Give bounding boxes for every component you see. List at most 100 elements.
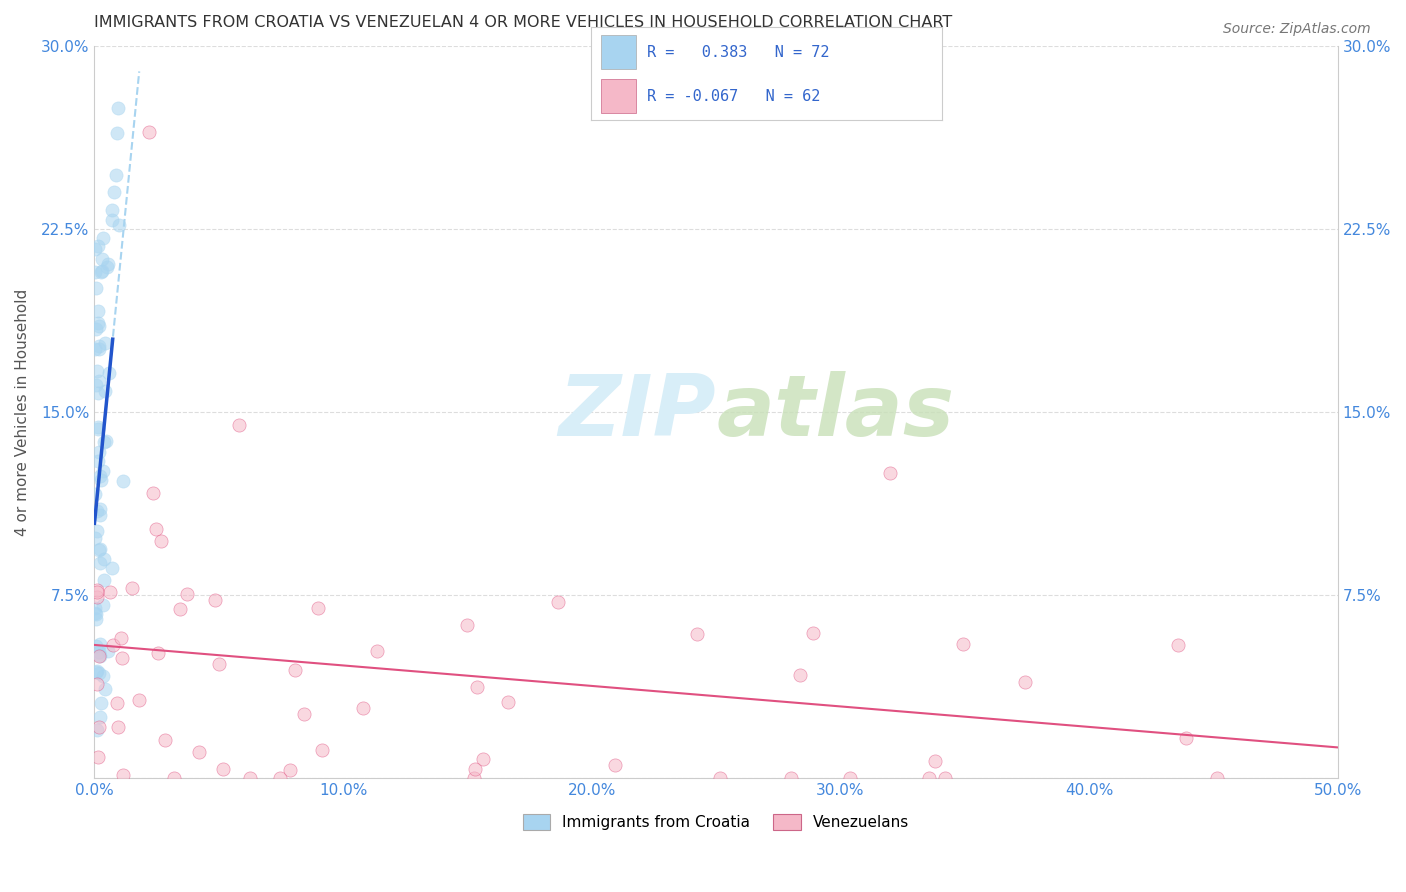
Point xyxy=(89,343,111,357)
Point xyxy=(101,561,124,575)
Point xyxy=(84,378,107,392)
Point xyxy=(110,631,132,645)
Point xyxy=(149,534,172,549)
Point xyxy=(87,374,110,388)
Point xyxy=(307,600,329,615)
Point xyxy=(86,607,108,622)
Text: R =   0.383   N = 72: R = 0.383 N = 72 xyxy=(647,45,830,60)
Point xyxy=(97,366,120,380)
Point xyxy=(187,745,209,759)
Point xyxy=(86,665,108,680)
Point xyxy=(87,422,110,436)
Point xyxy=(89,645,111,659)
Point xyxy=(98,584,121,599)
Point xyxy=(84,281,107,295)
Point xyxy=(686,627,709,641)
Legend: Immigrants from Croatia, Venezuelans: Immigrants from Croatia, Venezuelans xyxy=(516,808,915,837)
Point xyxy=(87,419,110,434)
Point xyxy=(94,681,117,696)
Point xyxy=(879,467,901,481)
Point xyxy=(84,606,107,620)
Point xyxy=(111,650,134,665)
Point xyxy=(780,771,803,785)
Point xyxy=(284,663,307,677)
Point xyxy=(108,218,131,232)
Point xyxy=(87,648,110,663)
Text: R = -0.067   N = 62: R = -0.067 N = 62 xyxy=(647,88,820,103)
Point xyxy=(1014,675,1036,690)
Point xyxy=(84,601,107,615)
Point xyxy=(90,473,112,487)
Point xyxy=(121,582,143,596)
Point xyxy=(87,666,110,681)
Point xyxy=(155,732,177,747)
Point xyxy=(709,771,731,785)
Point xyxy=(84,612,107,626)
Point xyxy=(204,592,226,607)
Point xyxy=(87,749,110,764)
Point xyxy=(89,648,111,663)
Text: ZIP: ZIP xyxy=(558,371,716,454)
Point xyxy=(86,677,108,691)
Y-axis label: 4 or more Vehicles in Household: 4 or more Vehicles in Household xyxy=(15,289,30,536)
Point xyxy=(128,693,150,707)
Point xyxy=(87,454,110,468)
Point xyxy=(84,640,107,654)
Point xyxy=(84,242,107,256)
Text: Source: ZipAtlas.com: Source: ZipAtlas.com xyxy=(1223,22,1371,37)
Point xyxy=(456,617,478,632)
Point xyxy=(83,342,105,356)
Point xyxy=(93,435,115,450)
Point xyxy=(105,126,128,140)
Point xyxy=(111,475,134,489)
Point xyxy=(87,238,110,252)
Point xyxy=(839,771,862,785)
Point xyxy=(789,667,811,681)
Point xyxy=(84,321,107,335)
Point xyxy=(547,595,569,609)
Point xyxy=(86,590,108,604)
Point xyxy=(352,700,374,714)
Point xyxy=(87,318,110,333)
Point xyxy=(89,557,111,571)
Point xyxy=(176,587,198,601)
Point xyxy=(603,757,626,772)
Point xyxy=(138,125,160,139)
Point xyxy=(239,771,262,785)
Point xyxy=(163,771,186,785)
Text: atlas: atlas xyxy=(716,371,955,454)
Point xyxy=(934,771,956,785)
Point xyxy=(1205,771,1227,785)
Point xyxy=(292,706,315,721)
Point xyxy=(86,364,108,378)
Point xyxy=(86,583,108,598)
Point xyxy=(89,508,111,522)
Point xyxy=(801,625,824,640)
Point xyxy=(86,504,108,518)
Point xyxy=(278,763,301,777)
Point xyxy=(148,647,170,661)
Point xyxy=(93,231,115,245)
Point xyxy=(87,386,110,401)
Point xyxy=(83,531,105,545)
Point xyxy=(87,339,110,353)
Point xyxy=(142,485,165,500)
Point xyxy=(86,723,108,737)
Point xyxy=(472,752,495,766)
Point xyxy=(89,637,111,651)
Text: IMMIGRANTS FROM CROATIA VS VENEZUELAN 4 OR MORE VEHICLES IN HOUSEHOLD CORRELATIO: IMMIGRANTS FROM CROATIA VS VENEZUELAN 4 … xyxy=(94,15,953,30)
Point xyxy=(89,541,111,556)
Point xyxy=(91,464,114,478)
Point xyxy=(84,487,107,501)
Point xyxy=(87,648,110,662)
Point xyxy=(89,502,111,516)
Point xyxy=(91,252,114,267)
Point xyxy=(94,336,117,351)
Point xyxy=(145,523,167,537)
Point xyxy=(269,771,291,785)
Point xyxy=(86,585,108,599)
Point xyxy=(87,445,110,459)
Point xyxy=(89,710,111,724)
Point xyxy=(105,696,128,710)
Point xyxy=(97,256,120,270)
